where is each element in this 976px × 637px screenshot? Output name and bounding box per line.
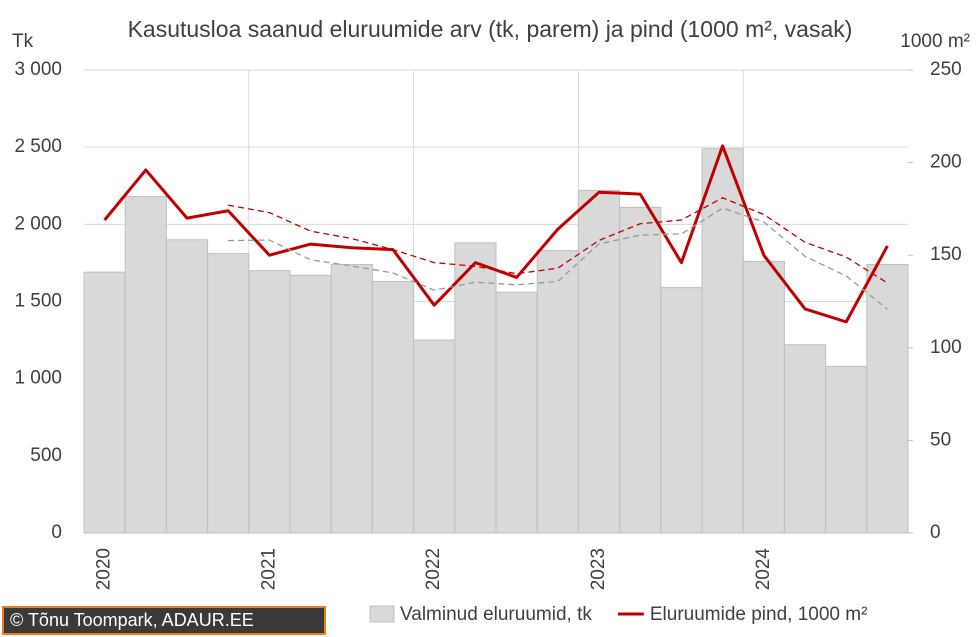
x-tick-label: 2022 — [423, 548, 444, 590]
bar — [742, 260, 785, 534]
y-axis-label: Tk — [12, 31, 34, 52]
credit: © Tõnu Toompark, ADAUR.EE — [10, 610, 254, 630]
y-tick-label: 3 000 — [14, 59, 62, 80]
bar — [371, 280, 415, 534]
moving-average-line — [228, 197, 888, 284]
y2-tick-label: 150 — [930, 244, 962, 265]
y2-axis-label: 1000 m² — [900, 31, 970, 52]
credit-box — [2, 606, 326, 635]
bar — [660, 287, 703, 534]
bar — [495, 291, 538, 534]
bar — [330, 263, 373, 534]
bar — [248, 270, 291, 534]
chart-title: Kasutusloa saanud eluruumide arv (tk, pa… — [127, 16, 853, 42]
x-tick-label: 2024 — [753, 548, 774, 591]
bar — [866, 263, 909, 534]
x-tick-label: 2020 — [94, 548, 115, 590]
y2-tick-label: 250 — [930, 59, 962, 80]
bar — [454, 242, 497, 534]
bar — [577, 189, 621, 534]
legend-label: Eluruumide pind, 1000 m² — [650, 604, 868, 625]
bar — [536, 250, 579, 534]
y-tick-label: 1 000 — [14, 368, 62, 389]
bar — [124, 196, 167, 534]
legend-swatch — [369, 605, 395, 623]
y-tick-label: 500 — [30, 445, 62, 466]
moving-average-line — [228, 207, 888, 310]
y-tick-label: 0 — [51, 522, 62, 543]
x-tick-label: 2021 — [258, 548, 279, 590]
y2-tick-label: 100 — [930, 337, 962, 358]
bar — [783, 344, 827, 534]
bar — [289, 274, 332, 534]
y2-tick-label: 0 — [930, 522, 941, 543]
bar — [619, 206, 662, 534]
bar — [413, 339, 456, 534]
bar — [83, 271, 126, 534]
legend-label: Valminud eluruumid, tk — [400, 604, 592, 625]
bar — [701, 148, 744, 534]
y2-tick-label: 200 — [930, 152, 962, 173]
y2-tick-label: 50 — [930, 429, 951, 450]
y-tick-label: 2 000 — [14, 213, 62, 234]
line — [103, 144, 889, 324]
x-tick-label: 2023 — [588, 548, 609, 590]
bar — [207, 253, 250, 534]
bar — [165, 239, 209, 534]
y-tick-label: 2 500 — [14, 136, 62, 157]
y-tick-label: 1 500 — [14, 291, 62, 312]
bar — [825, 365, 868, 534]
